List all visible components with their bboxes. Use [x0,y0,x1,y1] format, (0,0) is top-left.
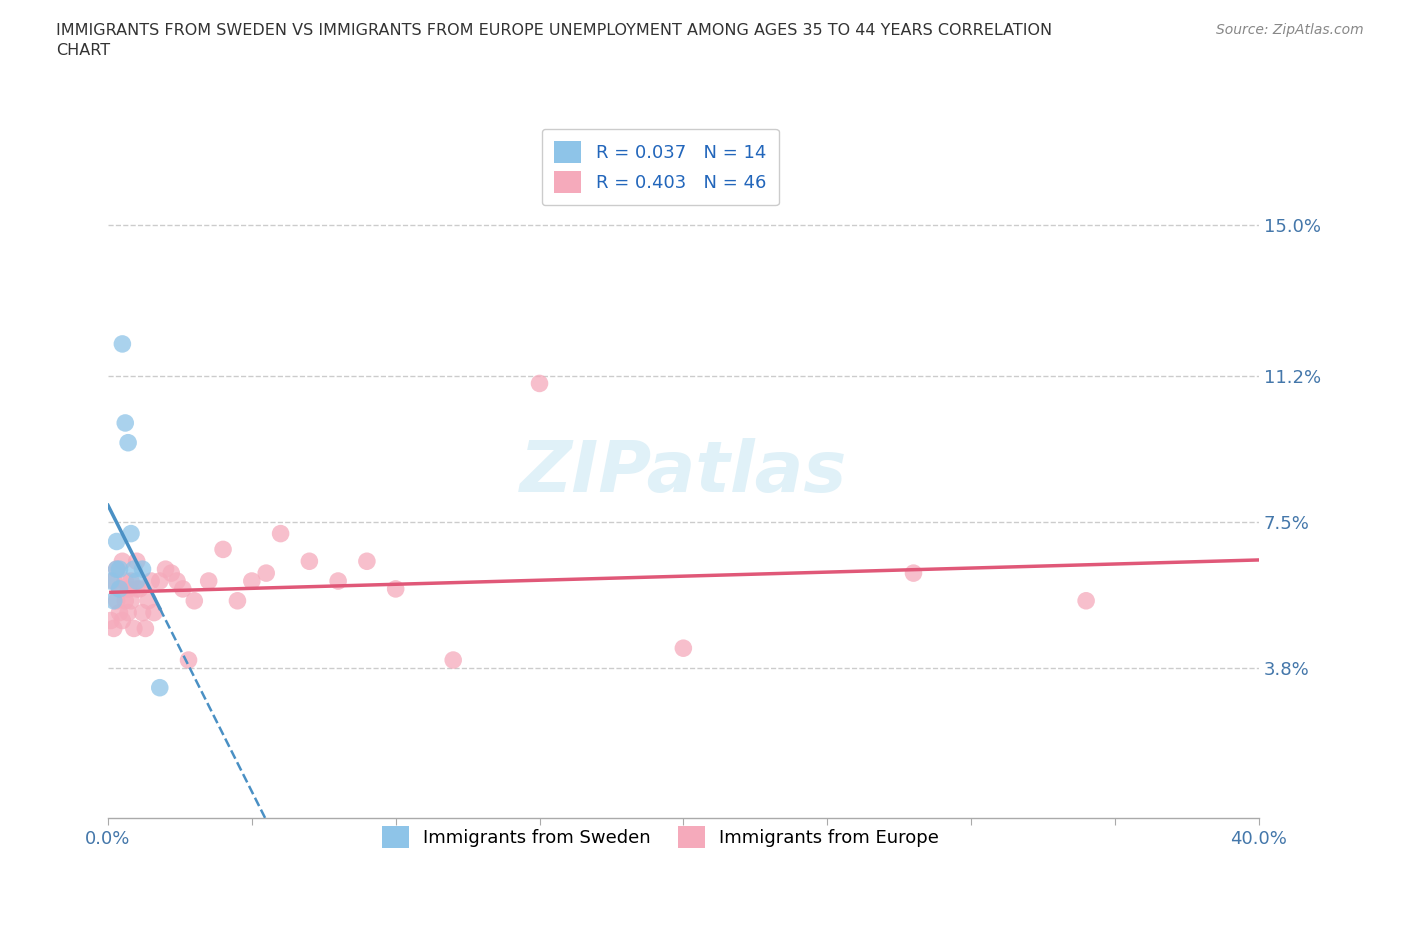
Point [149,680,172,695]
Point [903,565,925,580]
Point [441,653,464,668]
Point [160,565,183,580]
Point [117,605,139,620]
Legend: Immigrants from Sweden, Immigrants from Europe: Immigrants from Sweden, Immigrants from … [373,817,948,857]
Point [114,416,136,431]
Point [100,574,122,589]
Point [172,581,194,596]
Text: Source: ZipAtlas.com: Source: ZipAtlas.com [1216,23,1364,37]
Point [226,593,249,608]
Point [131,562,153,577]
Point [125,581,148,596]
Point [114,574,136,589]
Point [111,337,134,352]
Point [105,562,128,577]
Point [103,593,125,608]
Point [103,621,125,636]
Point [270,526,292,541]
Point [298,554,321,569]
Point [111,613,134,628]
Point [125,574,148,589]
Point [117,435,139,450]
Point [356,554,378,569]
Point [120,593,142,608]
Point [122,621,145,636]
Point [117,581,139,596]
Point [177,653,200,668]
Point [103,574,125,589]
Point [108,581,131,596]
Point [149,574,172,589]
Point [108,605,131,620]
Point [128,581,150,596]
Point [108,562,131,577]
Point [529,376,551,391]
Point [136,593,159,608]
Point [125,554,148,569]
Point [122,562,145,577]
Point [143,605,166,620]
Point [672,641,695,656]
Point [105,562,128,577]
Text: ZIPatlas: ZIPatlas [520,438,846,507]
Point [384,581,406,596]
Point [240,574,263,589]
Point [139,574,162,589]
Point [134,621,156,636]
Point [120,574,142,589]
Point [197,574,219,589]
Point [114,593,136,608]
Point [120,526,142,541]
Point [100,613,122,628]
Point [1074,593,1097,608]
Point [105,534,128,549]
Point [108,581,131,596]
Text: IMMIGRANTS FROM SWEDEN VS IMMIGRANTS FROM EUROPE UNEMPLOYMENT AMONG AGES 35 TO 4: IMMIGRANTS FROM SWEDEN VS IMMIGRANTS FRO… [56,23,1052,58]
Point [111,554,134,569]
Point [155,562,177,577]
Point [326,574,349,589]
Point [131,605,153,620]
Point [212,542,235,557]
Point [105,593,128,608]
Point [166,574,188,589]
Point [254,565,277,580]
Point [183,593,205,608]
